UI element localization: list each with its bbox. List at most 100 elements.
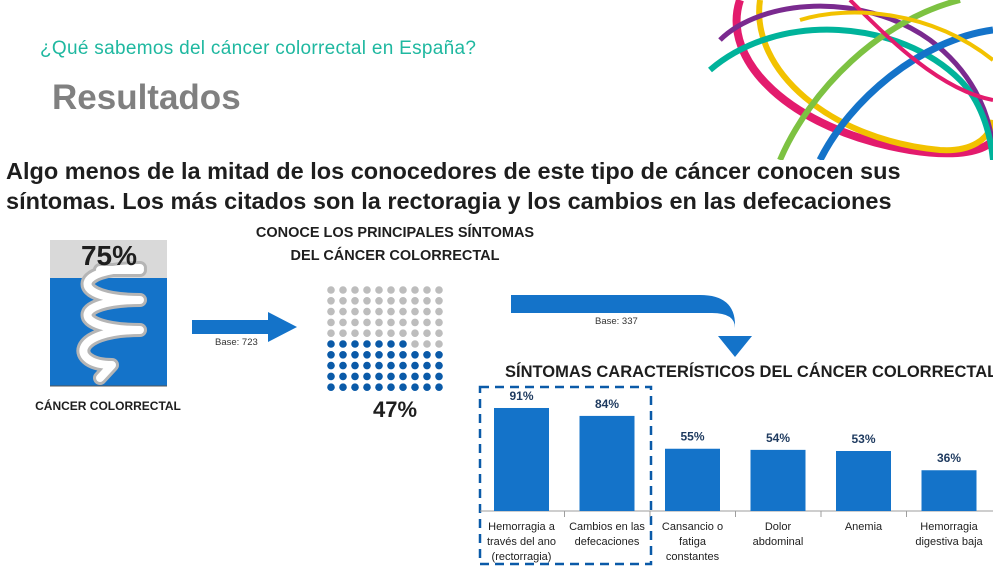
base-sample-2: Base: 337 <box>595 316 638 327</box>
dot-filled <box>351 372 359 381</box>
dot-empty <box>423 307 431 316</box>
dot-filled <box>339 351 347 359</box>
dot-filled <box>435 372 443 381</box>
dot-filled <box>423 361 431 370</box>
dot-filled <box>423 372 431 381</box>
dot-empty <box>435 318 443 327</box>
dot-empty <box>423 340 431 348</box>
dot-empty <box>375 329 383 338</box>
bar-value-label: 84% <box>595 397 619 411</box>
dot-filled <box>399 372 407 381</box>
dot-empty <box>411 340 419 348</box>
dot-filled <box>387 340 395 348</box>
dot-filled <box>435 383 443 392</box>
category-label: Hemorragia a través del ano (rectorragia) <box>487 521 556 563</box>
dot-filled <box>375 383 383 392</box>
dot-filled <box>411 351 419 359</box>
dot-filled <box>327 383 335 392</box>
dot-filled <box>339 340 347 348</box>
knows-symptoms-title-line-1: CONOCE LOS PRINCIPALES SÍNTOMAS <box>255 225 535 241</box>
dot-filled <box>411 372 419 381</box>
knows-symptoms-title-line-2: DEL CÁNCER COLORRECTAL <box>290 248 500 264</box>
dot-empty <box>363 297 371 305</box>
dot-empty <box>339 307 347 316</box>
dot-empty <box>411 286 419 294</box>
dot-empty <box>435 340 443 348</box>
dot-empty <box>435 307 443 316</box>
dot-empty <box>375 286 383 294</box>
dot-empty <box>351 318 359 327</box>
bar-value-label: 53% <box>851 432 875 446</box>
dot-filled <box>387 351 395 359</box>
dot-empty <box>375 307 383 316</box>
decorative-ribbons <box>708 0 993 160</box>
dot-filled <box>399 383 407 392</box>
dot-empty <box>387 297 395 305</box>
arrow-curved-icon <box>511 295 752 357</box>
dot-filled <box>375 340 383 348</box>
bar-value-label: 54% <box>766 431 790 445</box>
dot-empty <box>399 318 407 327</box>
category-label: Hemorragia digestiva baja <box>915 521 983 548</box>
awareness-percentage: 75% <box>80 240 138 271</box>
dot-filled <box>423 351 431 359</box>
dot-filled <box>399 340 407 348</box>
dot-filled <box>399 361 407 370</box>
dot-empty <box>435 329 443 338</box>
dot-empty <box>387 307 395 316</box>
dot-filled <box>339 383 347 392</box>
category-label: Cansancio o fatiga constantes <box>662 521 723 563</box>
chart-title: SÍNTOMAS CARACTERÍSTICOS DEL CÁNCER COLO… <box>505 363 993 381</box>
dot-filled <box>435 361 443 370</box>
dot-empty <box>327 307 335 316</box>
bar <box>750 449 806 511</box>
highlight-dashed-box <box>478 385 653 566</box>
headline-line-1: Algo menos de la mitad de los conocedore… <box>6 158 901 184</box>
knows-symptoms-percentage: 47% <box>372 397 418 422</box>
dot-empty <box>399 286 407 294</box>
category-label: Cambios en las defecaciones <box>569 521 645 548</box>
dot-empty <box>363 286 371 294</box>
dot-empty <box>411 329 419 338</box>
dot-empty <box>327 297 335 305</box>
dot-filled <box>339 372 347 381</box>
dot-filled <box>351 340 359 348</box>
dot-filled <box>363 361 371 370</box>
dot-filled <box>327 351 335 359</box>
dot-filled <box>375 361 383 370</box>
dot-grid <box>327 286 443 392</box>
dot-empty <box>339 286 347 294</box>
dot-filled <box>363 372 371 381</box>
arrow-right-icon <box>192 312 297 342</box>
dot-empty <box>351 297 359 305</box>
dot-empty <box>411 307 419 316</box>
bar <box>579 415 635 511</box>
dot-empty <box>363 307 371 316</box>
dot-filled <box>327 372 335 381</box>
dot-empty <box>339 318 347 327</box>
dot-filled <box>411 383 419 392</box>
bar <box>665 448 720 511</box>
dot-empty <box>327 318 335 327</box>
dot-empty <box>339 329 347 338</box>
dot-empty <box>423 297 431 305</box>
dot-filled <box>387 383 395 392</box>
bar <box>494 407 549 511</box>
dot-empty <box>351 329 359 338</box>
dot-filled <box>363 383 371 392</box>
dot-empty <box>327 286 335 294</box>
dot-empty <box>423 329 431 338</box>
dot-empty <box>351 286 359 294</box>
dot-empty <box>399 329 407 338</box>
dot-filled <box>387 372 395 381</box>
headline-line-2: síntomas. Los más citados son la rectora… <box>6 188 892 214</box>
dot-filled <box>327 361 335 370</box>
dot-empty <box>387 286 395 294</box>
dot-filled <box>351 361 359 370</box>
dot-empty <box>327 329 335 338</box>
dot-empty <box>423 286 431 294</box>
dot-empty <box>375 318 383 327</box>
dot-empty <box>435 297 443 305</box>
dot-filled <box>399 351 407 359</box>
dot-empty <box>351 307 359 316</box>
